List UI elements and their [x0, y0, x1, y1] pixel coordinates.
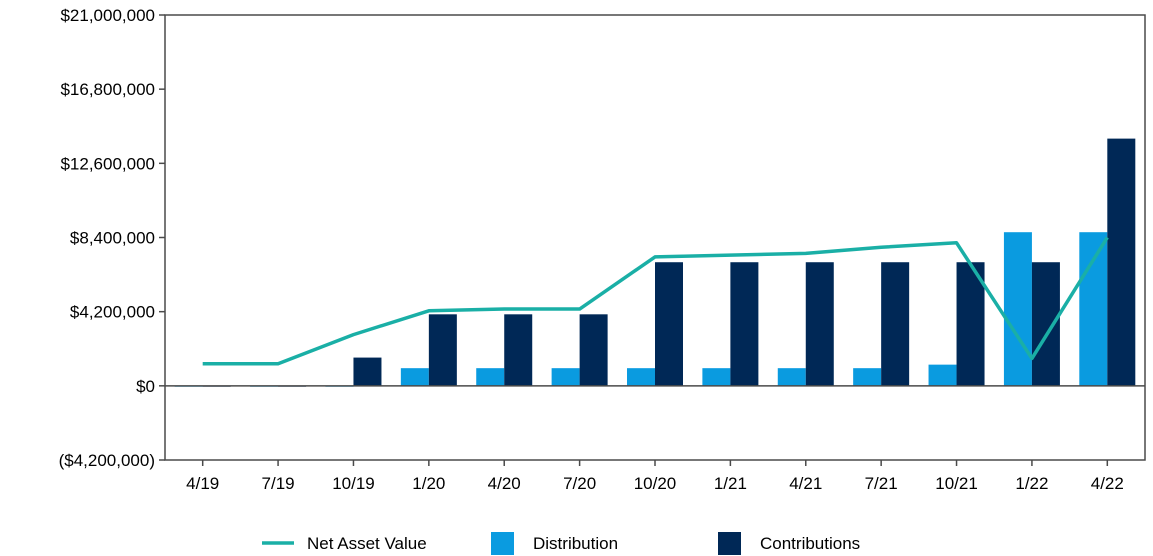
x-tick-label: 10/21: [935, 474, 978, 493]
x-tick-label: 4/19: [186, 474, 219, 493]
bar-contributions: [353, 357, 382, 386]
y-axis: $21,000,000 $16,800,000 $12,600,000 $8,400,…: [59, 6, 165, 470]
y-tick-label: $21,000,000: [60, 6, 155, 25]
bar-contributions: [881, 262, 910, 386]
legend-label-distribution: Distribution: [533, 534, 618, 553]
y-tick-label: $16,800,000: [60, 80, 155, 99]
x-tick-label: 7/20: [563, 474, 596, 493]
x-tick-label: 1/22: [1015, 474, 1048, 493]
x-tick-label: 4/21: [789, 474, 822, 493]
y-tick-label: $0: [136, 377, 155, 396]
x-axis: 4/19 7/19 10/19 1/20 4/20 7/20 10/20 1/21 4/21 7/…: [186, 460, 1124, 493]
bar-distribution: [1079, 232, 1108, 386]
bar-contributions: [956, 262, 985, 386]
bar-contributions: [655, 262, 683, 386]
bar-distribution: [702, 368, 731, 386]
y-tick-label: $4,200,000: [70, 303, 155, 322]
plot-area: [164, 14, 1146, 461]
bar-distribution: [1003, 232, 1032, 386]
x-tick-label: 10/20: [634, 474, 677, 493]
y-tick-label: ($4,200,000): [59, 451, 155, 470]
x-tick-label: 1/20: [412, 474, 445, 493]
bar-contributions: [805, 262, 834, 386]
x-tick-label: 1/21: [714, 474, 747, 493]
y-tick-label: $12,600,000: [60, 154, 155, 173]
bar-distribution: [476, 368, 505, 386]
legend-label-net-asset-value: Net Asset Value: [307, 534, 427, 553]
bar-distribution: [551, 368, 580, 386]
legend: Net Asset Value Distribution Contributions: [262, 532, 860, 555]
x-tick-label: 7/21: [865, 474, 898, 493]
bar-contributions: [428, 314, 457, 386]
bar-distribution: [400, 368, 429, 386]
bar-contributions: [1031, 262, 1060, 386]
lines: [202, 236, 1109, 366]
bar-distribution: [627, 368, 655, 386]
x-tick-label: 7/19: [262, 474, 295, 493]
legend-swatch-contributions: [718, 532, 741, 555]
bar-contributions: [730, 262, 759, 386]
bars: [174, 138, 1136, 387]
bar-distribution: [928, 364, 957, 386]
line-net-asset-value: [202, 236, 1109, 366]
bar-contributions: [579, 314, 608, 386]
x-tick-label: 10/19: [332, 474, 375, 493]
x-tick-label: 4/20: [488, 474, 521, 493]
bar-contributions: [1107, 138, 1136, 386]
bar-contributions: [504, 314, 533, 386]
legend-swatch-distribution: [491, 532, 514, 555]
x-tick-label: 4/22: [1091, 474, 1124, 493]
bar-distribution: [853, 368, 882, 386]
y-tick-label: $8,400,000: [70, 229, 155, 248]
legend-label-contributions: Contributions: [760, 534, 860, 553]
bar-distribution: [777, 368, 806, 386]
